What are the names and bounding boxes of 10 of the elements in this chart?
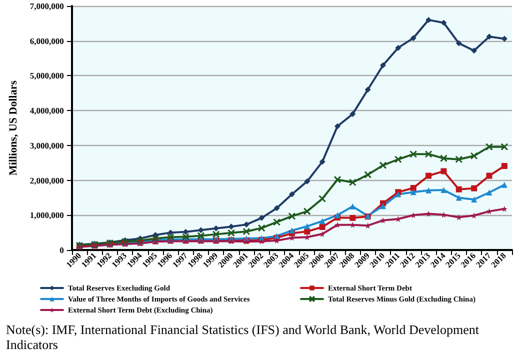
y-tick-label: 7,000,000 [30,1,64,11]
y-tick-label: 5,000,000 [30,70,64,81]
y-tick-label: 6,000,000 [30,36,64,46]
y-tick-label: 2,000,000 [30,175,64,186]
text: Note(s): IMF, International Financial Statistics (IFS) and World Bank, World Development Indicators [6,322,482,352]
y-tick-label: 3,000,000 [30,140,64,150]
y-tick-label: 0 [60,245,64,255]
y-tick-label: 4,000,000 [30,106,64,116]
y-axis-title: Millions, US Dollars [8,80,20,176]
y-tick-label: 1,000,000 [30,210,64,220]
